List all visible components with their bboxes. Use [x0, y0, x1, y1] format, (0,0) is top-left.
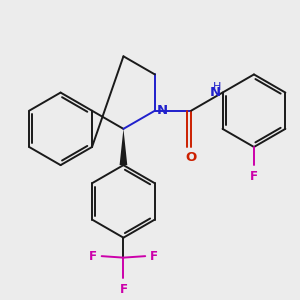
- Text: F: F: [89, 250, 97, 262]
- Text: H: H: [213, 82, 221, 92]
- Text: O: O: [185, 152, 197, 164]
- Text: N: N: [210, 86, 221, 99]
- Text: F: F: [119, 283, 128, 296]
- Text: N: N: [156, 104, 167, 117]
- Text: F: F: [250, 170, 258, 184]
- Text: F: F: [150, 250, 158, 262]
- Polygon shape: [120, 129, 127, 165]
